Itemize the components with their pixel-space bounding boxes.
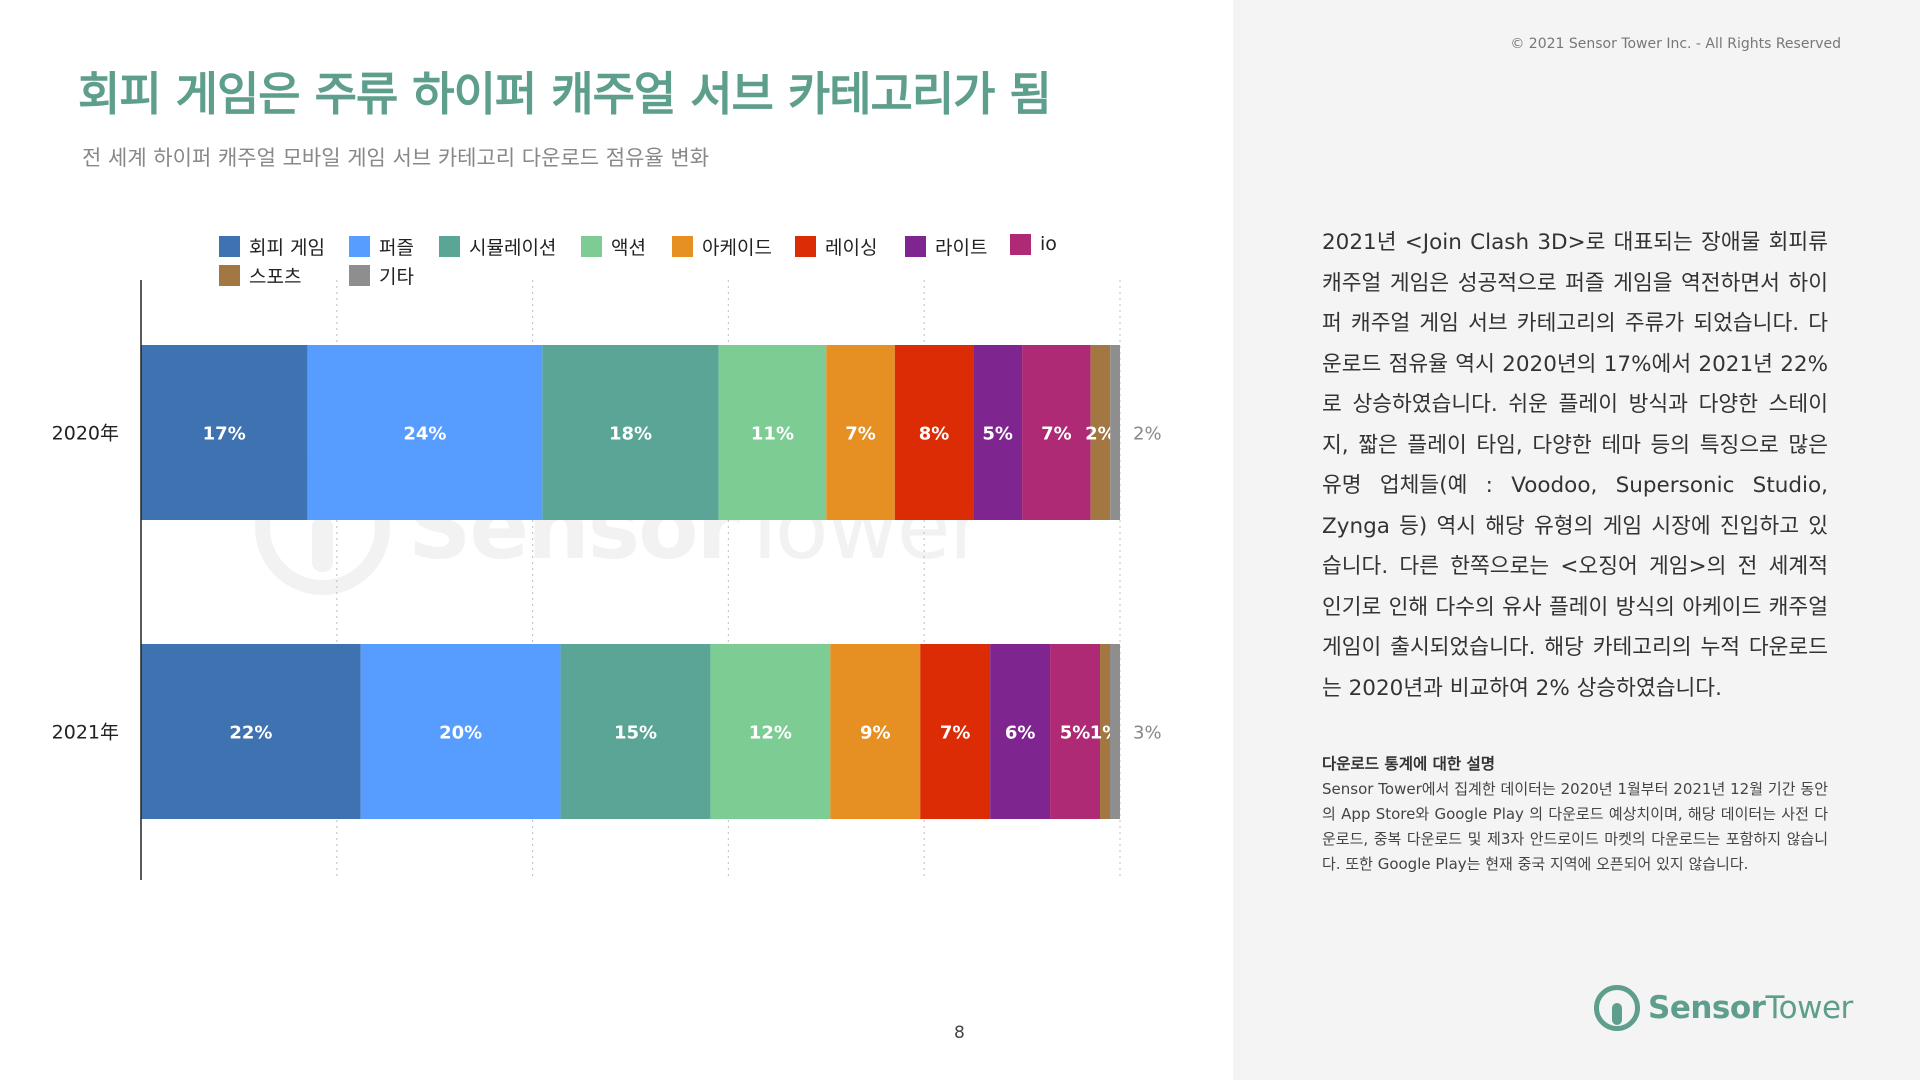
- data-label: 24%: [403, 424, 446, 445]
- bar-segment: [360, 644, 561, 819]
- data-label: 7%: [845, 424, 876, 445]
- bar-segment: [830, 644, 921, 819]
- note-title: 다운로드 통계에 대한 설명: [1322, 755, 1496, 773]
- data-label: 7%: [1041, 424, 1072, 445]
- legend-swatch: [349, 236, 370, 257]
- legend-label: 시뮬레이션: [469, 237, 557, 259]
- legend-item: 아케이드: [672, 233, 772, 260]
- bar-segment: [560, 644, 711, 819]
- legend-swatch: [439, 236, 460, 257]
- sensor-tower-logo: SensorTower: [1594, 985, 1853, 1031]
- bar-segment: [710, 644, 831, 819]
- legend-item: 시뮬레이션: [439, 233, 556, 260]
- data-label: 20%: [439, 723, 482, 744]
- bar-segment: [1110, 345, 1120, 520]
- page-title: 회피 게임은 주류 하이퍼 캐주얼 서브 카테고리가 됨: [78, 67, 1052, 121]
- legend-swatch: [581, 236, 602, 257]
- bar-segment: [542, 345, 719, 520]
- data-label: 5%: [982, 424, 1013, 445]
- bar-segment: [307, 345, 543, 520]
- data-label: 6%: [1005, 723, 1036, 744]
- legend-item: 퍼즐: [349, 233, 414, 260]
- legend-item: 라이트: [905, 233, 987, 260]
- bar-segment: [141, 345, 308, 520]
- data-label: 22%: [229, 723, 272, 744]
- legend-label: 라이트: [935, 237, 988, 259]
- bar-segment: [718, 345, 827, 520]
- bar-segment: [1090, 345, 1111, 520]
- bar-segment: [1022, 345, 1091, 520]
- logo-text: SensorTower: [1648, 990, 1853, 1026]
- legend-swatch: [795, 236, 816, 257]
- data-label: 9%: [860, 723, 891, 744]
- data-label: 2%: [1085, 424, 1116, 445]
- legend-label: 아케이드: [702, 237, 772, 259]
- legend-label: 스포츠: [249, 266, 302, 288]
- data-label: 11%: [751, 424, 794, 445]
- stacked-bar-chart: 17% 24% 18% 11% 7% 8% 5% 7% 2% 2% 2020年 22% 20% 15% 12…: [52, 280, 1162, 880]
- legend-label: 액션: [611, 237, 646, 259]
- note-text: Sensor Tower에서 집계한 데이터는 2020년 1월부터 2021년…: [1322, 780, 1828, 873]
- legend-item: 스포츠: [219, 262, 301, 289]
- legend-swatch: [349, 265, 370, 286]
- bar-segment: [973, 345, 1023, 520]
- bar-segment: [920, 644, 991, 819]
- bar-segment: [894, 345, 974, 520]
- legend-item: io: [1010, 233, 1057, 255]
- bar-segment: [826, 345, 895, 520]
- data-label: 15%: [614, 723, 657, 744]
- page-number: 8: [954, 1023, 965, 1043]
- bar-segment: [990, 644, 1051, 819]
- data-label: 8%: [919, 424, 950, 445]
- page-subtitle: 전 세계 하이퍼 캐주얼 모바일 게임 서브 카테고리 다운로드 점유율 변화: [82, 146, 710, 170]
- right-panel: [1233, 0, 1920, 1080]
- legend-item: 기타: [349, 262, 414, 289]
- legend-label: io: [1040, 233, 1057, 255]
- legend-item: 액션: [581, 233, 646, 260]
- data-label: 12%: [749, 723, 792, 744]
- category-label: 2020年: [52, 423, 119, 445]
- legend-label: 레이싱: [825, 237, 878, 259]
- commentary-body: 2021년 <Join Clash 3D>로 대표되는 장애물 회피류 캐주얼 …: [1322, 230, 1828, 701]
- legend-item: 회피 게임: [219, 233, 325, 260]
- outside-label: 3%: [1133, 723, 1162, 744]
- data-label: 18%: [609, 424, 652, 445]
- bar-segment: [1050, 644, 1101, 819]
- bar-segment: [1100, 644, 1111, 819]
- data-label: 17%: [203, 424, 246, 445]
- legend-label: 회피 게임: [249, 237, 325, 259]
- legend-item: 레이싱: [795, 233, 877, 260]
- legend-swatch: [219, 236, 240, 257]
- legend-label: 기타: [379, 266, 414, 288]
- legend-swatch: [672, 236, 693, 257]
- data-label: 5%: [1060, 723, 1091, 744]
- sensor-tower-icon: [1594, 985, 1640, 1031]
- bar-segment: [1110, 644, 1120, 819]
- outside-label: 2%: [1133, 424, 1162, 445]
- legend-swatch: [905, 236, 926, 257]
- legend-label: 퍼즐: [379, 237, 414, 259]
- copyright-text: © 2021 Sensor Tower Inc. - All Rights Re…: [1510, 36, 1841, 52]
- legend-swatch: [219, 265, 240, 286]
- legend-swatch: [1010, 233, 1031, 255]
- data-label: 7%: [940, 723, 971, 744]
- category-label: 2021年: [52, 722, 119, 744]
- bar-segment: [141, 644, 361, 819]
